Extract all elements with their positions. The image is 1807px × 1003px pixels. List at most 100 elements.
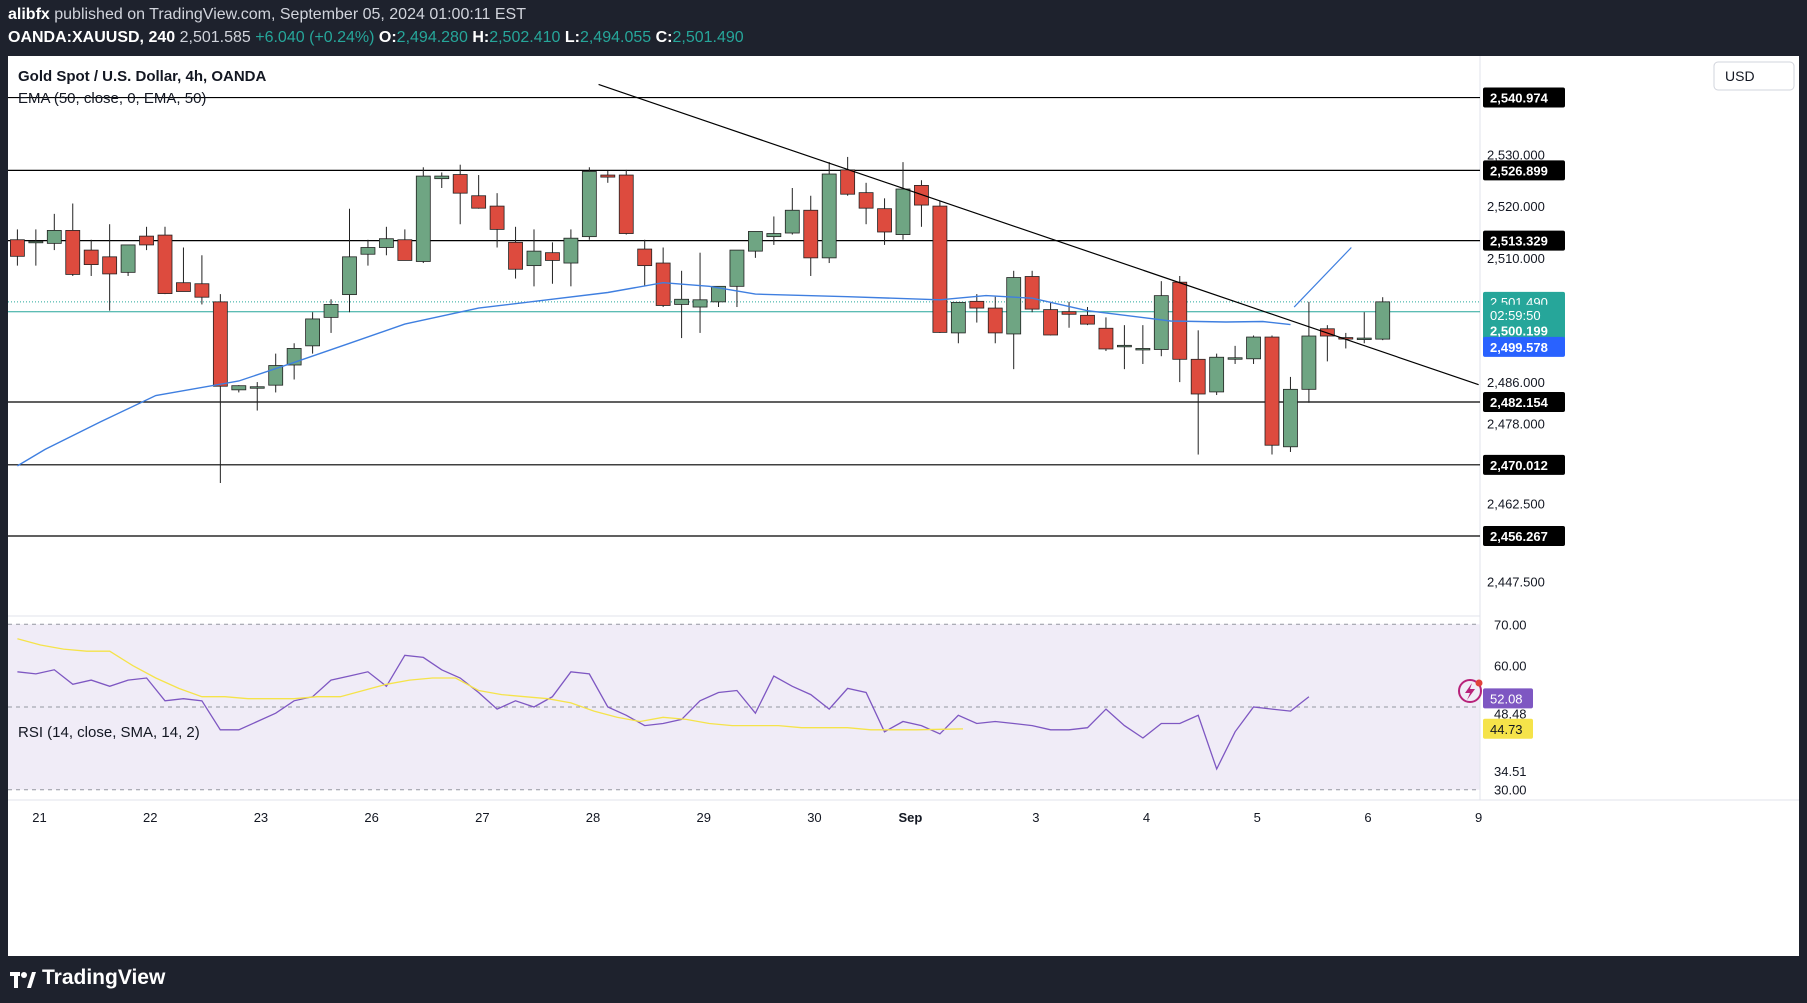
candle-body[interactable] bbox=[378, 238, 394, 248]
candle-body[interactable] bbox=[748, 231, 763, 252]
candle-body[interactable] bbox=[784, 209, 800, 234]
chart-svg[interactable]: 2,530.000 2,520.000 2,510.000 2,486.000 2,47… bbox=[8, 56, 1799, 956]
candle-body[interactable] bbox=[1319, 328, 1335, 337]
candle-body[interactable] bbox=[526, 250, 542, 267]
ema-legend[interactable]: EMA (50, close, 0, EMA, 50) bbox=[18, 90, 206, 107]
candle-body[interactable] bbox=[1117, 344, 1132, 348]
ema-line[interactable] bbox=[17, 281, 1291, 467]
candle-body[interactable] bbox=[194, 283, 210, 298]
candle-body[interactable] bbox=[637, 248, 653, 267]
candle-body[interactable] bbox=[102, 256, 118, 275]
candle-body[interactable] bbox=[545, 252, 560, 261]
rsi-line[interactable] bbox=[17, 654, 1310, 771]
candle-body[interactable] bbox=[600, 174, 616, 178]
candle-body[interactable] bbox=[452, 174, 468, 194]
candle-body[interactable] bbox=[508, 241, 523, 270]
candle-body[interactable] bbox=[212, 301, 228, 387]
candle-body[interactable] bbox=[1356, 337, 1372, 340]
candle-body[interactable] bbox=[1043, 309, 1058, 336]
candle-body[interactable] bbox=[397, 239, 413, 261]
level-price-tag[interactable]: 2,482.154 bbox=[1483, 391, 1565, 412]
close-price-tag[interactable]: 2,500.199 bbox=[1483, 320, 1565, 341]
open-value: 2,494.280 bbox=[396, 29, 468, 46]
ema-price-tag[interactable]: 2,499.578 bbox=[1483, 336, 1565, 357]
candle-body[interactable] bbox=[434, 175, 450, 180]
level-price-tag[interactable]: 2,513.329 bbox=[1483, 230, 1565, 251]
candle-body[interactable] bbox=[1098, 327, 1114, 350]
rsi-tick-label: 60.00 bbox=[1494, 659, 1527, 674]
candle-body[interactable] bbox=[877, 208, 892, 233]
level-price-tag[interactable]: 2,456.267 bbox=[1483, 525, 1565, 546]
level-price-tag-bg bbox=[1483, 230, 1565, 251]
candle-body[interactable] bbox=[1209, 356, 1225, 393]
candle-body[interactable] bbox=[803, 209, 819, 259]
symbol-name[interactable]: OANDA:XAUUSD, 240 bbox=[8, 29, 176, 46]
author-name[interactable]: alibfx bbox=[8, 6, 50, 23]
candle-body[interactable] bbox=[1190, 358, 1206, 395]
chart-area[interactable]: 2,530.000 2,520.000 2,510.000 2,486.000 2,47… bbox=[8, 56, 1799, 956]
candle-body[interactable] bbox=[711, 285, 726, 303]
candle-body[interactable] bbox=[1301, 335, 1317, 390]
candle-body[interactable] bbox=[766, 233, 782, 238]
chart-title: Gold Spot / U.S. Dollar, 4h, OANDA bbox=[18, 68, 267, 85]
candle-body[interactable] bbox=[28, 240, 44, 244]
candle-body[interactable] bbox=[581, 171, 597, 238]
candle-body[interactable] bbox=[895, 188, 911, 235]
currency-button[interactable] bbox=[1713, 61, 1795, 91]
level-price-tag[interactable]: 2,540.974 bbox=[1483, 87, 1565, 108]
candle-body[interactable] bbox=[1135, 348, 1151, 351]
candle-body[interactable] bbox=[1006, 277, 1022, 335]
level-price-tag-bg bbox=[1483, 391, 1565, 412]
candle-body[interactable] bbox=[618, 174, 634, 234]
candle-body[interactable] bbox=[157, 234, 173, 294]
rsi-legend[interactable]: RSI (14, close, SMA, 14, 2) bbox=[18, 724, 200, 741]
candle-body[interactable] bbox=[1061, 311, 1077, 315]
candle-body[interactable] bbox=[415, 175, 431, 262]
candle-body[interactable] bbox=[821, 173, 837, 259]
candle-body[interactable] bbox=[932, 205, 948, 333]
countdown-tag-bg bbox=[1483, 304, 1565, 325]
candle-body[interactable] bbox=[1264, 336, 1280, 446]
candle-body[interactable] bbox=[139, 235, 154, 246]
level-price-tag[interactable]: 2,470.012 bbox=[1483, 454, 1565, 475]
candle-body[interactable] bbox=[83, 249, 99, 265]
candle-body[interactable] bbox=[1153, 295, 1169, 350]
candle-body[interactable] bbox=[987, 307, 1003, 334]
candle-body[interactable] bbox=[858, 192, 874, 209]
candle-body[interactable] bbox=[305, 318, 321, 347]
candle-body[interactable] bbox=[692, 299, 708, 308]
candle-body[interactable] bbox=[231, 385, 247, 391]
candle-body[interactable] bbox=[471, 195, 487, 209]
candle-body[interactable] bbox=[323, 304, 339, 318]
rsi-ma-value-tag[interactable]: 44.73 bbox=[1483, 718, 1533, 739]
candle-body[interactable] bbox=[563, 237, 579, 264]
candle-body[interactable] bbox=[1227, 357, 1243, 360]
rsi-value-tag[interactable]: 52.08 bbox=[1483, 688, 1533, 709]
rsi-ma-line[interactable] bbox=[17, 638, 964, 731]
projection-line[interactable] bbox=[1293, 247, 1352, 308]
flash-icon[interactable] bbox=[1458, 679, 1483, 703]
candle-body[interactable] bbox=[969, 300, 985, 309]
candle-body[interactable] bbox=[1080, 314, 1095, 325]
level-price-tag[interactable]: 2,526.899 bbox=[1483, 160, 1565, 181]
trendline[interactable] bbox=[598, 83, 1479, 386]
candle-body[interactable] bbox=[176, 282, 191, 292]
candle-body[interactable] bbox=[840, 169, 856, 195]
candle-body[interactable] bbox=[10, 239, 25, 257]
candle-body[interactable] bbox=[342, 256, 357, 296]
candle-body[interactable] bbox=[674, 298, 689, 305]
candle-body[interactable] bbox=[729, 249, 745, 287]
candle-body[interactable] bbox=[489, 205, 505, 230]
candle-body[interactable] bbox=[1024, 276, 1040, 310]
candle-body[interactable] bbox=[1375, 301, 1391, 340]
candle-body[interactable] bbox=[950, 301, 966, 334]
candle-body[interactable] bbox=[65, 230, 81, 275]
candle-body[interactable] bbox=[46, 230, 62, 244]
countdown-tag[interactable]: 02:59:50 bbox=[1483, 304, 1565, 325]
candle-body[interactable] bbox=[1246, 336, 1261, 360]
candle-body[interactable] bbox=[1283, 388, 1298, 448]
candle-body[interactable] bbox=[249, 386, 265, 389]
tradingview-logo[interactable]: TradingView bbox=[10, 966, 165, 990]
candle-body[interactable] bbox=[360, 247, 376, 255]
candle-body[interactable] bbox=[120, 244, 136, 273]
